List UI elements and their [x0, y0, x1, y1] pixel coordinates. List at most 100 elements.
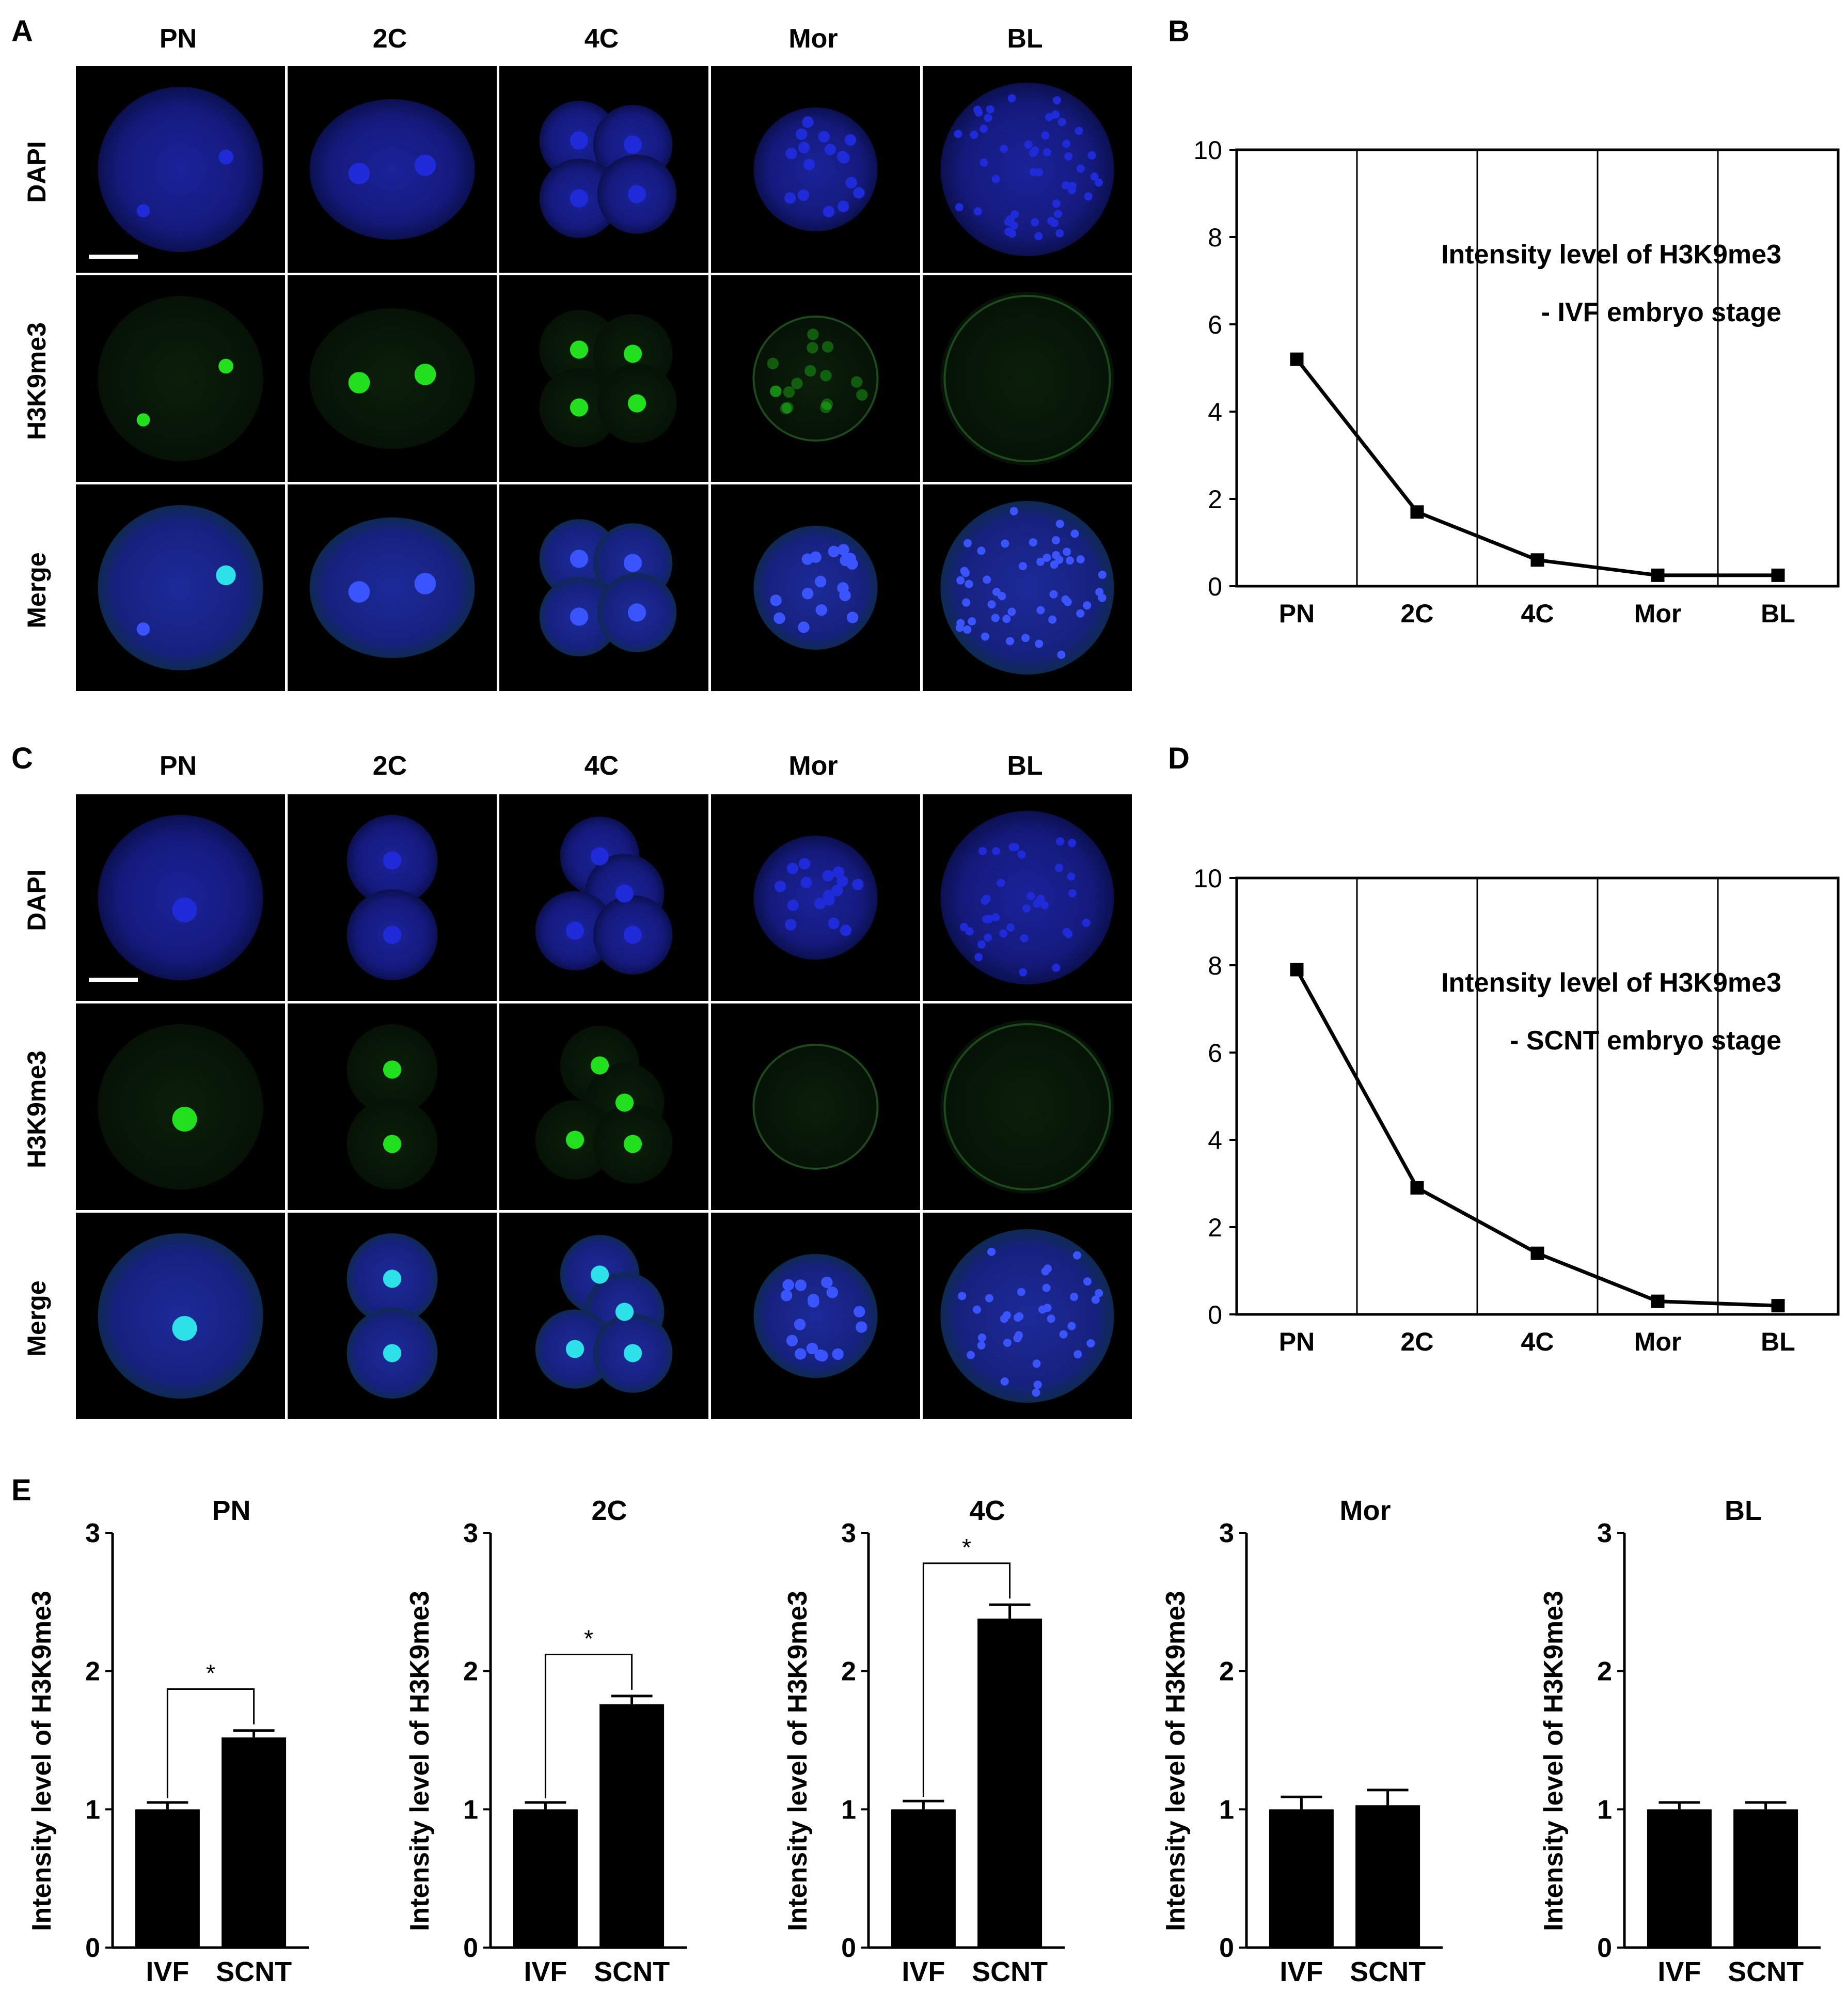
chart-annotation: - SCNT embryo stage [1510, 1026, 1781, 1056]
chart-title: BL [1725, 1495, 1762, 1526]
x-tick-label: 4C [1521, 1327, 1554, 1356]
data-point [1530, 553, 1544, 567]
y-tick-label: 2 [85, 1657, 100, 1687]
bar [1647, 1809, 1712, 1948]
x-tick-label: SCNT [1350, 1956, 1426, 1987]
chart-title: 2C [591, 1495, 627, 1526]
x-tick-label: IVF [902, 1956, 945, 1987]
chart-annotation: Intensity level of H3K9me3 [1441, 968, 1781, 998]
micrograph-dapi-4C [499, 794, 708, 1001]
y-tick-label: 6 [1208, 1039, 1222, 1068]
scale-bar [89, 978, 138, 982]
y-tick-label: 2 [463, 1657, 478, 1687]
micrograph-dapi-2C [288, 66, 497, 273]
significance-marker: * [962, 1534, 971, 1561]
y-tick-label: 2 [1219, 1657, 1234, 1687]
micrograph-dapi-4C [499, 66, 708, 273]
x-tick-label: 2C [1401, 1327, 1434, 1356]
row-label: H3K9me3 [22, 322, 51, 440]
y-axis-label: Intensity level of H3K9me3 [405, 1591, 435, 1931]
x-tick-label: Mor [1634, 599, 1682, 628]
micrograph-h3-BL [923, 1003, 1132, 1210]
y-tick-label: 3 [463, 1518, 478, 1548]
x-tick-label: BL [1761, 1327, 1795, 1356]
chart-title: 4C [969, 1495, 1005, 1526]
panel-letter-c: C [11, 742, 33, 775]
significance-bracket [922, 1562, 1011, 1797]
y-tick-label: 3 [1219, 1518, 1234, 1548]
micrograph-merge-PN [76, 1213, 285, 1419]
row-label: H3K9me3 [22, 1050, 51, 1168]
micrograph-dapi-BL [923, 794, 1132, 1001]
panel-letter-b: B [1168, 14, 1190, 48]
y-tick-label: 1 [85, 1795, 100, 1825]
y-tick-label: 8 [1208, 223, 1222, 252]
panel-a-column-headers: PN 2C 4C Mor BL [160, 24, 1043, 54]
y-tick-label: 2 [1597, 1657, 1612, 1687]
data-point [1771, 1299, 1785, 1313]
column-header: 4C [585, 24, 619, 54]
bar-chart-2C: 2C 0 1 2 3 Intensity level of H3K9me3 IVF SCNT * [405, 1495, 687, 1987]
bar-chart-Mor: Mor 0 1 2 3 Intensity level of H3K9me3 IVF SCNT [1161, 1495, 1443, 1987]
plot-frame [1235, 148, 1840, 588]
y-tick-label: 1 [1219, 1795, 1234, 1825]
data-point [1651, 568, 1665, 582]
micrograph-merge-Mor [711, 484, 920, 691]
panel-c-column-headers: PN 2C 4C Mor BL [160, 751, 1043, 781]
x-tick-label: PN [1279, 599, 1315, 628]
micrograph-h3-PN [76, 1003, 285, 1210]
micrograph-merge-Mor [711, 1213, 920, 1419]
y-tick-label: 1 [1597, 1795, 1612, 1825]
bar [1733, 1809, 1798, 1948]
x-tick-label: IVF [1280, 1956, 1323, 1987]
x-tick-label: 2C [1401, 599, 1434, 628]
panel-a-micrograph-grid [76, 66, 1132, 691]
panel-c-row-labels: DAPI H3K9me3 Merge [22, 869, 51, 1356]
micrograph-h3-4C [499, 275, 708, 482]
y-tick-label: 10 [1193, 864, 1222, 893]
chart-annotation: Intensity level of H3K9me3 [1441, 240, 1781, 270]
panel-letter-d: D [1168, 742, 1190, 775]
data-point [1651, 1294, 1665, 1308]
micrograph-dapi-Mor [711, 794, 920, 1001]
y-tick-label: 1 [463, 1795, 478, 1825]
bar [599, 1704, 665, 1948]
micrograph-merge-2C [288, 484, 497, 691]
column-header: PN [160, 24, 197, 54]
row-label: Merge [22, 1280, 51, 1356]
x-tick-label: IVF [524, 1956, 567, 1987]
micrograph-h3-4C [499, 1003, 708, 1210]
chart-annotation: - IVF embryo stage [1541, 297, 1781, 327]
y-tick-label: 0 [85, 1933, 100, 1963]
bar [1269, 1809, 1334, 1948]
significance-bracket [166, 1688, 255, 1798]
bar [222, 1737, 287, 1948]
y-tick-label: 8 [1208, 951, 1222, 980]
y-axis-label: Intensity level of H3K9me3 [27, 1591, 57, 1931]
bar [1355, 1805, 1420, 1948]
panel-letter-a: A [11, 14, 33, 48]
y-tick-label: 0 [1219, 1933, 1234, 1963]
data-point [1771, 568, 1785, 582]
y-tick-label: 6 [1208, 310, 1222, 339]
bar-chart-PN: PN 0 1 2 3 Intensity level of H3K9me3 IVF SCNT * [27, 1495, 309, 1987]
column-header: Mor [788, 751, 838, 781]
data-point [1410, 1181, 1424, 1195]
x-tick-label: SCNT [972, 1956, 1048, 1987]
row-label: DAPI [22, 869, 51, 931]
y-tick-label: 0 [463, 1933, 478, 1963]
data-point [1530, 1246, 1544, 1260]
micrograph-h3-Mor [711, 275, 920, 482]
y-tick-label: 1 [841, 1795, 856, 1825]
micrograph-merge-4C [499, 1213, 708, 1419]
bar [513, 1809, 578, 1948]
micrograph-merge-PN [76, 484, 285, 691]
data-point [1290, 352, 1304, 366]
x-tick-label: Mor [1634, 1327, 1682, 1356]
x-tick-label: BL [1761, 599, 1795, 628]
x-tick-label: SCNT [1728, 1956, 1804, 1987]
x-tick-label: 4C [1521, 599, 1554, 628]
column-header: BL [1007, 751, 1043, 781]
y-tick-label: 3 [1597, 1518, 1612, 1548]
